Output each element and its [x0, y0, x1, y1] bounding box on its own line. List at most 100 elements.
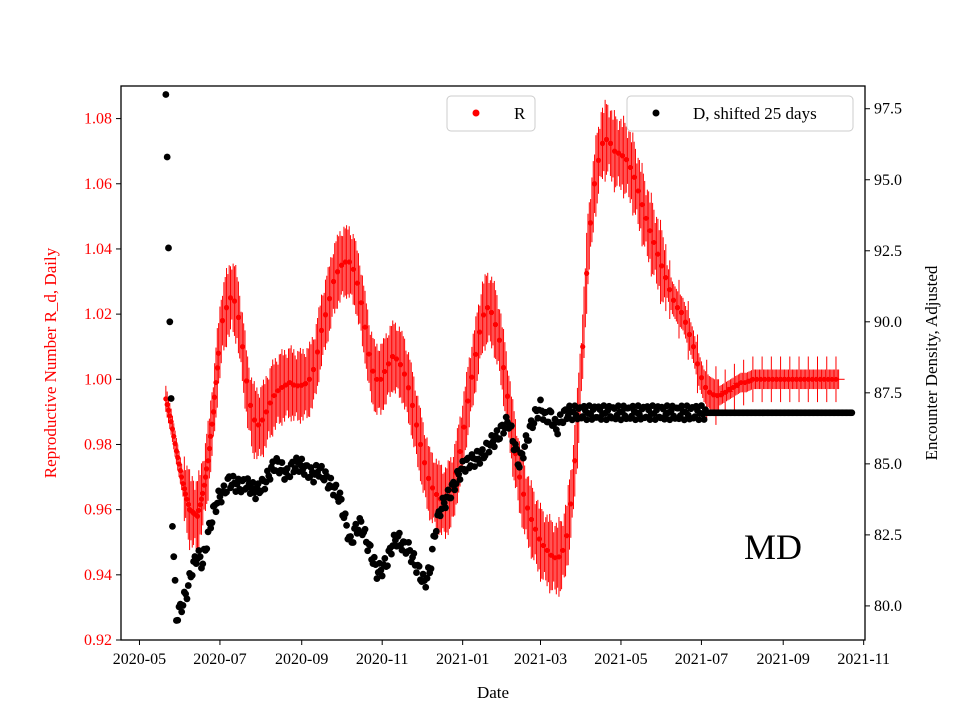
d-point — [388, 550, 395, 558]
d-point — [183, 595, 191, 603]
d-point — [427, 565, 435, 573]
d-point — [370, 553, 378, 561]
r-point — [520, 491, 526, 497]
r-point — [655, 251, 661, 257]
r-point — [647, 228, 653, 234]
d-point — [310, 478, 317, 486]
d-point — [471, 463, 478, 470]
d-point — [220, 482, 228, 490]
d-point — [614, 402, 622, 410]
r-point — [346, 259, 352, 265]
d-point — [700, 416, 708, 423]
r-point — [247, 402, 253, 408]
d-point — [496, 435, 503, 443]
left-tick-label: 0.98 — [84, 436, 112, 453]
r-point — [572, 458, 578, 464]
r-point — [591, 181, 598, 187]
d-point — [366, 542, 374, 549]
d-point — [167, 395, 175, 402]
r-point — [493, 321, 499, 328]
r-point — [643, 215, 649, 221]
d-point — [695, 416, 703, 424]
r-point — [528, 516, 534, 523]
d-point — [646, 416, 654, 423]
d-point — [519, 454, 527, 462]
r-point — [183, 491, 189, 497]
r-point — [504, 393, 511, 399]
r-point — [231, 298, 238, 304]
d-point — [554, 430, 562, 438]
d-point — [566, 402, 573, 410]
legend-d: D, shifted 25 days — [626, 95, 854, 132]
r-point — [212, 394, 218, 400]
r-point — [588, 220, 594, 226]
d-point — [261, 485, 269, 493]
r-point — [465, 398, 471, 404]
r-point — [358, 300, 364, 306]
d-point — [485, 448, 493, 456]
r-point — [202, 474, 209, 480]
right-tick-label: 95.0 — [874, 172, 902, 189]
d-point — [550, 421, 558, 428]
d-point — [162, 91, 170, 98]
r-point — [210, 409, 216, 415]
r-point — [318, 327, 325, 334]
r-point — [560, 547, 566, 553]
legend-d-marker — [652, 109, 660, 117]
r-point — [255, 422, 261, 428]
d-series — [162, 91, 856, 624]
d-point — [361, 525, 369, 533]
r-point — [219, 318, 226, 324]
d-point — [343, 522, 350, 529]
left-tick-label: 0.94 — [84, 567, 112, 584]
r-point — [382, 368, 388, 375]
r-point — [165, 407, 172, 413]
r-point — [171, 433, 177, 439]
d-point — [378, 572, 386, 580]
legend-r-marker — [472, 109, 480, 117]
d-point — [169, 522, 176, 530]
r-point — [175, 454, 181, 461]
d-point — [298, 455, 306, 463]
x-tick-label: 2020-05 — [113, 651, 166, 668]
r-point — [169, 426, 176, 432]
d-point — [352, 520, 360, 528]
plot-frame — [120, 85, 866, 641]
plot-area — [120, 85, 866, 641]
d-point — [207, 524, 215, 532]
r-point — [216, 350, 222, 356]
r-point — [651, 239, 657, 246]
x-tick-label: 2021-03 — [514, 651, 567, 668]
r-point — [500, 364, 507, 371]
r-point — [532, 526, 538, 532]
r-point — [489, 309, 495, 316]
d-point — [456, 476, 464, 483]
d-point — [195, 547, 203, 554]
r-point — [251, 417, 257, 423]
r-point — [263, 409, 269, 415]
x-axis-label: Date — [477, 683, 509, 702]
r-point — [330, 278, 336, 285]
d-point — [479, 446, 486, 453]
bottom-axis: 2020-05 2020-07 2020-09 2020-11 2021-01 2021-… — [113, 640, 890, 668]
r-point — [223, 305, 230, 311]
r-point — [378, 376, 384, 382]
x-tick-label: 2021-07 — [675, 651, 728, 668]
r-point — [568, 501, 574, 507]
r-point — [176, 461, 182, 467]
r-point — [580, 344, 586, 350]
r-point — [536, 536, 542, 542]
d-point — [199, 560, 207, 568]
r-point — [163, 396, 169, 402]
r-point — [682, 319, 689, 325]
r-point — [421, 460, 428, 466]
legend-r: R — [446, 95, 536, 132]
x-tick-label: 2021-01 — [436, 651, 489, 668]
r-point — [167, 413, 173, 419]
x-tick-label: 2020-07 — [193, 651, 246, 668]
right-tick-label: 90.0 — [874, 314, 902, 331]
d-point — [196, 553, 204, 561]
r-point — [201, 482, 207, 488]
r-point — [209, 421, 215, 427]
d-point — [381, 554, 389, 562]
